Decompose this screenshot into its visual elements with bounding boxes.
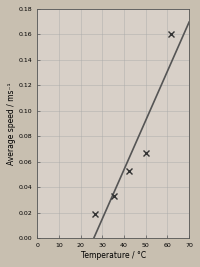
Y-axis label: Average speed / ms⁻¹: Average speed / ms⁻¹ [7,83,16,165]
X-axis label: Temperature / °C: Temperature / °C [81,251,146,260]
